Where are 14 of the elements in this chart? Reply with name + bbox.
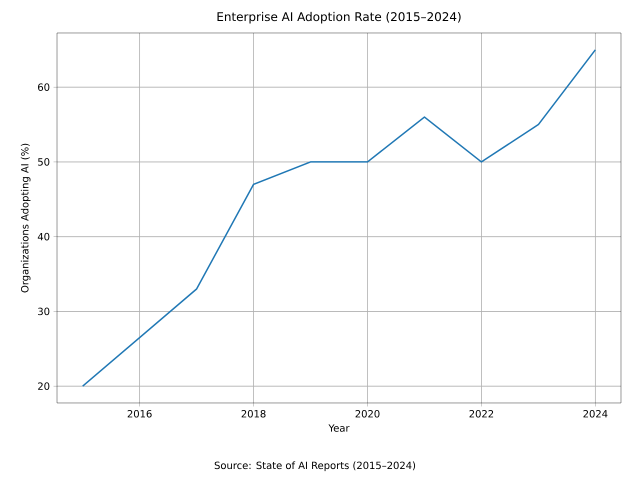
y-tick-label: 60 [38,83,50,91]
y-tick-label: 30 [38,308,50,316]
x-tick-label: 2022 [469,410,494,418]
y-axis-title: Organizations Adopting AI (%) [20,144,30,292]
source-note: Source: State of AI Reports (2015–2024) [214,461,416,472]
x-tick-label: 2018 [242,410,266,418]
chart-title: Enterprise AI Adoption Rate (2015–2024) [218,12,461,24]
y-tick-label: 50 [38,158,50,166]
y-tick-label: 40 [38,232,50,240]
x-axis-title: Year [328,424,350,432]
x-tick-label: 2020 [356,410,380,418]
x-tick-label: 2024 [583,410,608,418]
x-tick-label: 2016 [128,410,152,418]
y-tick-label: 20 [38,382,50,390]
